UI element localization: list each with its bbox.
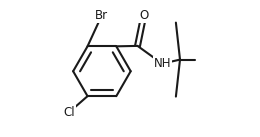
Text: Cl: Cl xyxy=(63,106,75,119)
Text: Br: Br xyxy=(95,9,108,22)
Text: O: O xyxy=(139,9,148,22)
Text: NH: NH xyxy=(153,57,171,70)
